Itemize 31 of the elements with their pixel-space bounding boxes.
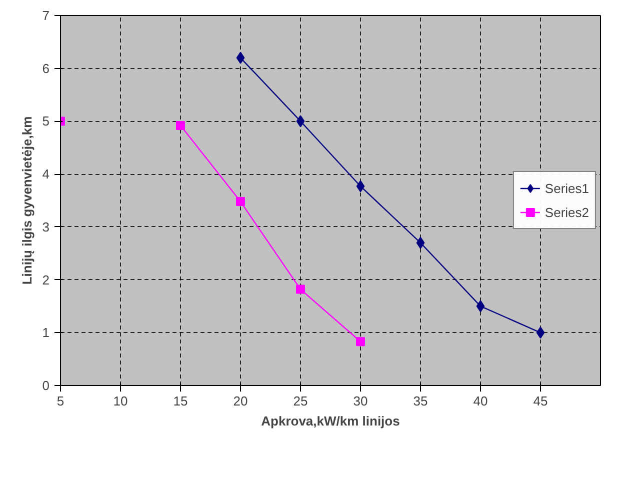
y-tick-label: 4 <box>42 166 50 182</box>
point <box>176 120 185 130</box>
point <box>356 337 365 346</box>
y-tick-label: 3 <box>42 219 50 234</box>
legend-label: Series1 <box>544 180 589 196</box>
point <box>476 300 485 312</box>
point <box>536 326 545 339</box>
x-tick-label: 10 <box>113 394 128 408</box>
y-tick-label: 6 <box>42 60 50 76</box>
point <box>296 284 305 294</box>
point <box>416 236 425 249</box>
y-tick-label: 0 <box>42 378 50 393</box>
y-tick-label: 1 <box>42 325 50 340</box>
point <box>296 115 305 128</box>
point <box>356 180 365 192</box>
x-tick-label: 40 <box>473 394 488 408</box>
x-tick-label: 5 <box>56 394 64 408</box>
y-tick-label: 5 <box>42 114 50 129</box>
x-tick-label: 20 <box>233 394 248 408</box>
point <box>236 52 245 64</box>
x-tick-label: 25 <box>293 394 308 408</box>
x-tick-label: 30 <box>353 394 368 408</box>
x-tick-label: 35 <box>413 394 428 408</box>
x-axis-title: Apkrova,kW/km linijos <box>261 414 400 428</box>
y-tick-label: 7 <box>42 8 50 23</box>
point <box>236 197 245 206</box>
x-tick-label: 15 <box>173 394 188 408</box>
y-tick-label: 2 <box>42 272 50 288</box>
y-axis-title: Linijų ilgis gyvenvietėje,km <box>19 116 34 285</box>
legend-label: Series2 <box>544 204 589 220</box>
x-tick-label: 45 <box>533 394 548 408</box>
